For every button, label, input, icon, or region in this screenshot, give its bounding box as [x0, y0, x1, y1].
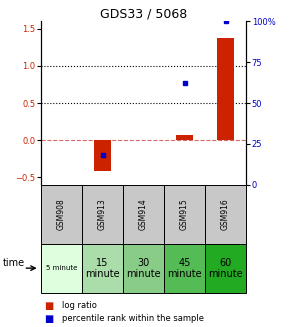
Text: GSM914: GSM914 [139, 198, 148, 230]
Bar [94, 140, 111, 171]
Text: GSM913: GSM913 [98, 198, 107, 230]
Text: GSM908: GSM908 [57, 198, 66, 230]
Title: GDS33 / 5068: GDS33 / 5068 [100, 7, 187, 20]
Text: GSM915: GSM915 [180, 198, 189, 230]
Text: ■: ■ [44, 314, 53, 324]
Bar [176, 135, 193, 140]
Text: percentile rank within the sample: percentile rank within the sample [62, 314, 204, 323]
Text: 5 minute: 5 minute [46, 265, 77, 271]
Text: 30
minute: 30 minute [126, 258, 161, 279]
Text: ■: ■ [44, 301, 53, 311]
Text: time: time [3, 258, 25, 268]
Text: 15
minute: 15 minute [85, 258, 120, 279]
Bar [217, 38, 234, 140]
Text: log ratio: log ratio [62, 301, 96, 310]
Text: 45
minute: 45 minute [167, 258, 202, 279]
Text: GSM916: GSM916 [221, 198, 230, 230]
Text: 60
minute: 60 minute [208, 258, 243, 279]
